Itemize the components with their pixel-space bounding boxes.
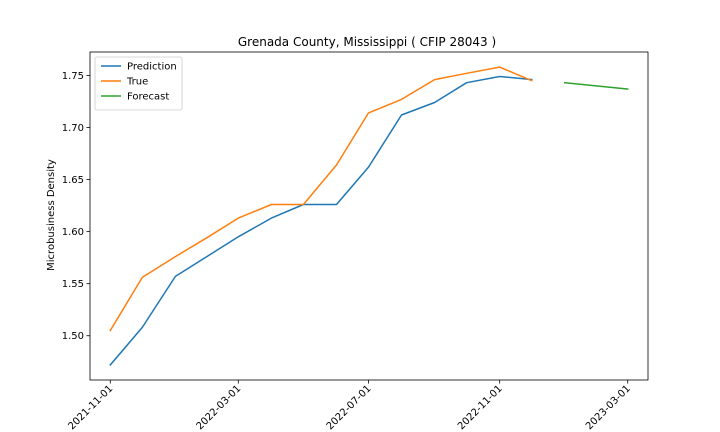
y-tick-label: 1.55 xyxy=(62,279,84,290)
y-tick-label: 1.75 xyxy=(62,71,84,82)
series-line-prediction xyxy=(109,75,533,366)
y-tick-label: 1.65 xyxy=(62,175,84,186)
series-line-true xyxy=(109,66,533,332)
y-axis-title: Microbusiness Density xyxy=(46,159,57,271)
y-tick-label: 1.60 xyxy=(62,227,84,238)
y-tick-label: 1.70 xyxy=(62,123,84,134)
chart-title: Grenada County, Mississippi ( CFIP 28043… xyxy=(238,35,496,49)
legend-label-forecast: Forecast xyxy=(127,92,169,103)
legend-label-true: True xyxy=(126,77,148,88)
legend-label-prediction: Prediction xyxy=(127,62,177,73)
plot-frame xyxy=(89,51,649,381)
y-tick-label: 1.50 xyxy=(62,331,84,342)
series-line-forecast xyxy=(563,81,629,90)
